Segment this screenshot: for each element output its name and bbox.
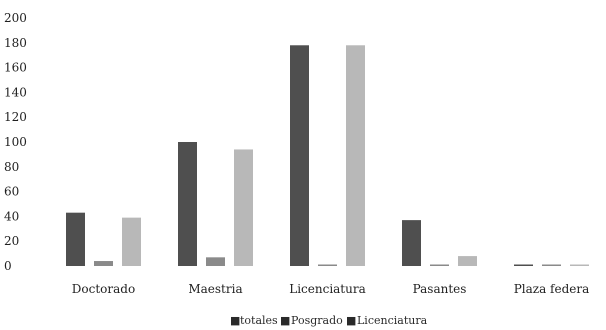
bar: [206, 257, 225, 266]
bar: [122, 217, 141, 266]
bar: [514, 264, 533, 266]
bar: [346, 45, 365, 266]
y-tick-label: 160: [4, 61, 27, 75]
bar: [570, 264, 589, 266]
y-tick-label: 20: [4, 234, 19, 248]
legend-marker-totales: ■: [230, 314, 240, 327]
legend-label-posgrado: Posgrado: [291, 314, 343, 327]
legend: ■ totales ■ Posgrado ■ Licenciatura: [230, 314, 428, 327]
y-tick-label: 80: [4, 160, 19, 174]
bar: [402, 220, 421, 266]
legend-marker-licenciatura: ■: [346, 314, 356, 327]
y-tick-label: 140: [4, 85, 27, 99]
x-category-label: Doctorado: [72, 282, 135, 296]
y-tick-label: 40: [4, 209, 19, 223]
y-tick-label: 180: [4, 36, 27, 50]
y-tick-label: 100: [4, 135, 27, 149]
bar: [94, 261, 113, 266]
y-tick-label: 60: [4, 185, 19, 199]
legend-label-licenciatura: Licenciatura: [357, 314, 428, 327]
bar: [66, 212, 85, 266]
y-tick-label: 200: [4, 11, 27, 25]
x-category-label: Licenciatura: [289, 282, 366, 296]
legend-label-totales: totales: [240, 314, 278, 327]
bar: [234, 149, 253, 266]
y-tick-label: 120: [4, 110, 27, 124]
x-category-label: Maestria: [188, 282, 242, 296]
bar: [430, 264, 449, 266]
bar: [178, 142, 197, 266]
x-category-label: Plaza federa: [514, 282, 590, 296]
y-axis-tick-labels: 0 20 40 60 80 100 120 140 160 180 200: [4, 11, 27, 273]
bars-group: [66, 45, 589, 266]
x-category-label: Pasantes: [413, 282, 467, 296]
x-axis-category-labels: Doctorado Maestria Licenciatura Pasantes Pla…: [72, 282, 590, 296]
bar: [458, 256, 477, 266]
legend-marker-posgrado: ■: [280, 314, 290, 327]
bar: [290, 45, 309, 266]
y-tick-label: 0: [4, 259, 12, 273]
bar: [318, 264, 337, 266]
bar: [542, 264, 561, 266]
